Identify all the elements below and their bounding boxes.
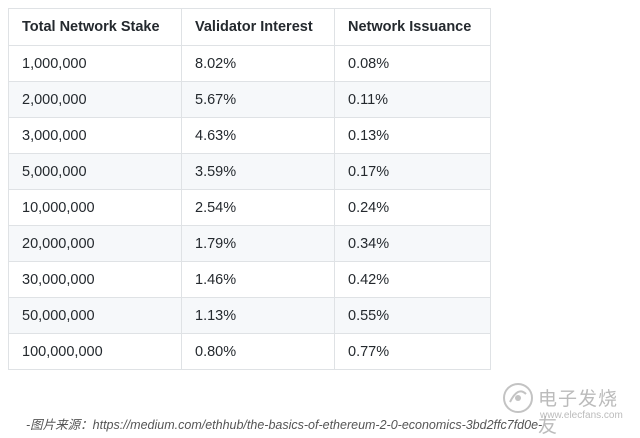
- table-row: 30,000,000 1.46% 0.42%: [8, 261, 491, 298]
- cell-issuance: 0.24%: [334, 189, 491, 226]
- watermark-url: www.elecfans.com: [540, 410, 623, 421]
- cell-interest: 8.02%: [181, 45, 335, 82]
- table-row: 100,000,000 0.80% 0.77%: [8, 333, 491, 370]
- cell-interest: 1.79%: [181, 225, 335, 262]
- table-row: 3,000,000 4.63% 0.13%: [8, 117, 491, 154]
- watermark: 电子发烧友 www.elecfans.com: [500, 380, 630, 437]
- cell-stake: 5,000,000: [8, 153, 182, 190]
- cell-issuance: 0.17%: [334, 153, 491, 190]
- cell-interest: 1.13%: [181, 297, 335, 334]
- cell-stake: 50,000,000: [8, 297, 182, 334]
- cell-stake: 30,000,000: [8, 261, 182, 298]
- table-header-row: Total Network Stake Validator Interest N…: [8, 8, 491, 46]
- table-row: 20,000,000 1.79% 0.34%: [8, 225, 491, 262]
- cell-issuance: 0.08%: [334, 45, 491, 82]
- cell-interest: 4.63%: [181, 117, 335, 154]
- cell-issuance: 0.11%: [334, 81, 491, 118]
- cell-stake: 10,000,000: [8, 189, 182, 226]
- cell-stake: 2,000,000: [8, 81, 182, 118]
- cell-interest: 0.80%: [181, 333, 335, 370]
- cell-issuance: 0.55%: [334, 297, 491, 334]
- table-row: 50,000,000 1.13% 0.55%: [8, 297, 491, 334]
- cell-issuance: 0.13%: [334, 117, 491, 154]
- cell-issuance: 0.34%: [334, 225, 491, 262]
- image-source-caption: -图片来源：https://medium.com/ethhub/the-basi…: [26, 418, 543, 432]
- cell-stake: 1,000,000: [8, 45, 182, 82]
- cell-interest: 3.59%: [181, 153, 335, 190]
- header-total-network-stake: Total Network Stake: [8, 8, 182, 46]
- table-row: 5,000,000 3.59% 0.17%: [8, 153, 491, 190]
- header-network-issuance: Network Issuance: [334, 8, 491, 46]
- cell-issuance: 0.42%: [334, 261, 491, 298]
- table-row: 2,000,000 5.67% 0.11%: [8, 81, 491, 118]
- watermark-logo-icon: [503, 383, 533, 413]
- table-row: 10,000,000 2.54% 0.24%: [8, 189, 491, 226]
- header-validator-interest: Validator Interest: [181, 8, 335, 46]
- cell-stake: 3,000,000: [8, 117, 182, 154]
- cell-interest: 2.54%: [181, 189, 335, 226]
- cell-interest: 5.67%: [181, 81, 335, 118]
- table-row: 1,000,000 8.02% 0.08%: [8, 45, 491, 82]
- cell-stake: 20,000,000: [8, 225, 182, 262]
- cell-issuance: 0.77%: [334, 333, 491, 370]
- cell-interest: 1.46%: [181, 261, 335, 298]
- cell-stake: 100,000,000: [8, 333, 182, 370]
- watermark-text: 电子发烧友: [538, 388, 619, 437]
- stake-table: Total Network Stake Validator Interest N…: [8, 8, 491, 370]
